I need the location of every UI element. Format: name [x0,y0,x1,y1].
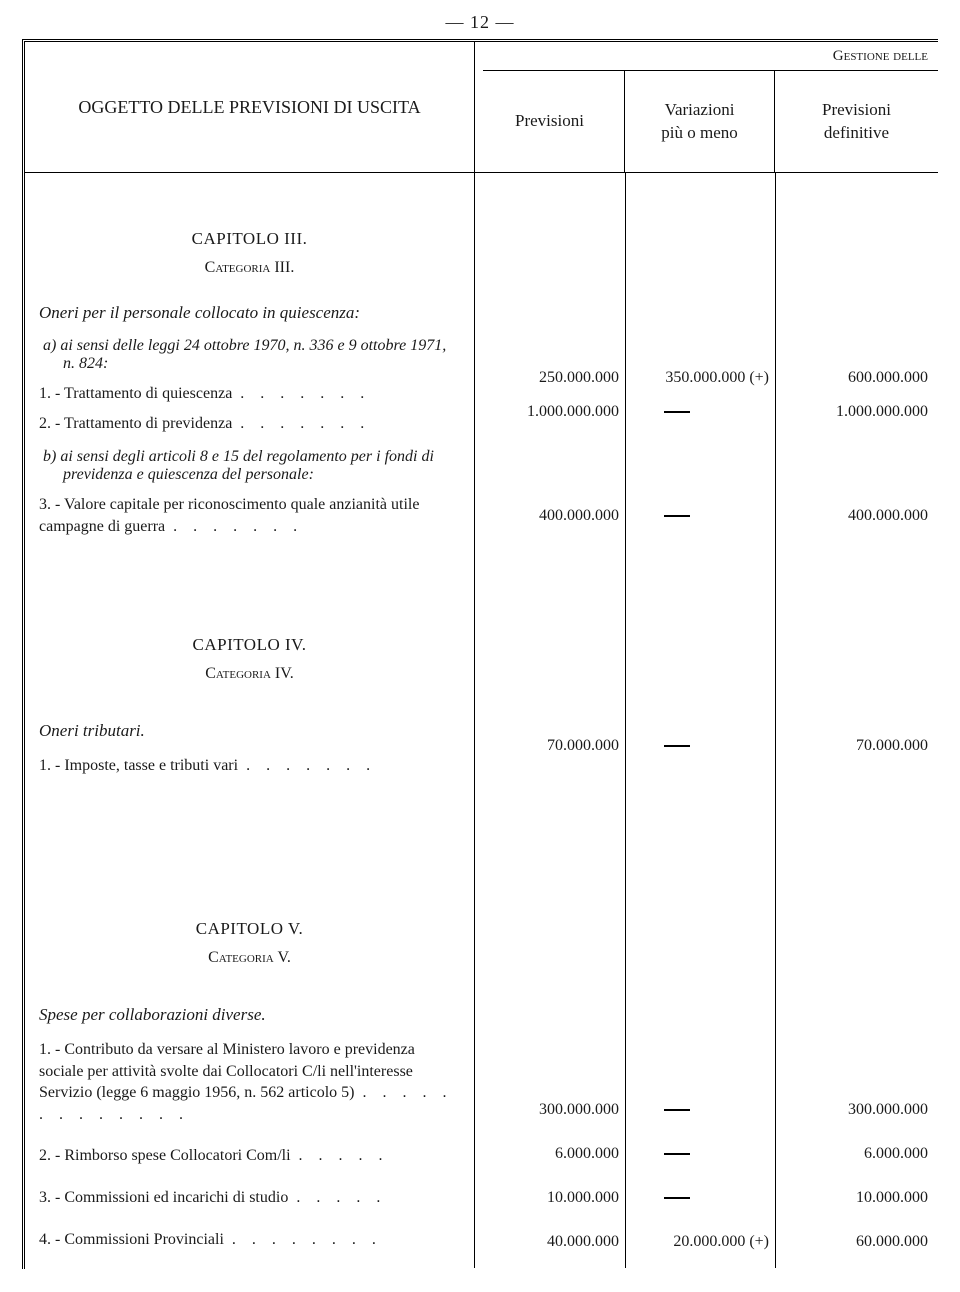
col-header-previsioni: Previsioni [475,71,625,172]
c5i3-c1: 10.000.000 [475,1189,625,1207]
dash-icon [664,411,690,413]
c5i2-c2 [625,1145,775,1163]
c5i2-c3: 6.000.000 [775,1145,938,1163]
dash-icon [664,515,690,517]
categoria-4-title: Categoria IV. [39,665,460,683]
c5i4-c1: 40.000.000 [475,1233,625,1251]
c5i1-c3: 300.000.000 [775,1101,938,1119]
cap3-item2-label: 2. - Trattamento di previdenza [39,415,232,432]
row-c5-i4: 40.000.000 20.000.000 (+) 60.000.000 [475,1233,938,1251]
capitolo-5-title: CAPITOLO V. [39,919,460,939]
cap5-item4: 4. - Commissioni Provinciali . . . . . .… [39,1229,460,1251]
leader-dots: . . . . . [295,1147,389,1164]
c3i1-c2: 350.000.000 (+) [625,369,775,387]
leader-dots: . . . . . . . [236,385,370,402]
c5i3-c3: 10.000.000 [775,1189,938,1207]
row-c3-i3: 400.000.000 400.000.000 [475,507,938,525]
c3i2-c3: 1.000.000.000 [775,403,938,421]
cap3-item3: 3. - Valore capitale per riconoscimento … [39,494,460,537]
c3i3-c3: 400.000.000 [775,507,938,525]
dash-icon [664,1109,690,1111]
cap4-item1-label: 1. - Imposte, tasse e tributi vari [39,757,238,774]
leader-dots: . . . . . . . [169,518,303,535]
row-c3-i2: 1.000.000.000 1.000.000.000 [475,403,938,421]
c5i3-c2 [625,1189,775,1207]
cap3-section-title: Oneri per il personale collocato in quie… [39,303,460,323]
cap3-item1-label: 1. - Trattamento di quiescenza [39,385,232,402]
c4i1-c1: 70.000.000 [475,737,625,755]
leader-dots: . . . . . [292,1189,386,1206]
c3i1-c3: 600.000.000 [775,369,938,387]
dash-icon [664,745,690,747]
categoria-3-title: Categoria III. [39,259,460,277]
row-c3-i1: 250.000.000 350.000.000 (+) 600.000.000 [475,369,938,387]
categoria-5-title: Categoria V. [39,949,460,967]
c5i4-c2: 20.000.000 (+) [625,1233,775,1251]
cap4-item1: 1. - Imposte, tasse e tributi vari . . .… [39,755,460,777]
cap3-sub-b: b) ai sensi degli articoli 8 e 15 del re… [39,448,460,484]
capitolo-4-title: CAPITOLO IV. [39,635,460,655]
cap5-item4-label: 4. - Commissioni Provinciali [39,1231,224,1248]
c3i3-c1: 400.000.000 [475,507,625,525]
cap5-item2: 2. - Rimborso spese Collocatori Com/li .… [39,1145,460,1167]
leader-dots: . . . . . . . [242,757,376,774]
c5i1-c2 [625,1101,775,1119]
leader-dots: . . . . . . . [236,415,370,432]
table-header: OGGETTO DELLE PREVISIONI DI USCITA Gesti… [25,42,938,172]
table-body: CAPITOLO III. Categoria III. Oneri per i… [25,173,938,1268]
row-c4-i1: 70.000.000 70.000.000 [475,737,938,755]
c4i1-c2 [625,737,775,755]
page-number: — 12 — [0,0,960,39]
row-c5-i2: 6.000.000 6.000.000 [475,1145,938,1163]
body-left-column: CAPITOLO III. Categoria III. Oneri per i… [25,173,475,1268]
c3i3-c2 [625,507,775,525]
c3i2-c2 [625,403,775,421]
cap4-section-title: Oneri tributari. [39,721,460,741]
c5i1-c1: 300.000.000 [475,1101,625,1119]
header-right: Gestione delle Previsioni Variazionipiù … [475,42,938,172]
cap5-item3-label: 3. - Commissioni ed incarichi di studio [39,1189,288,1206]
c4i1-c3: 70.000.000 [775,737,938,755]
col-header-definitive: Previsionidefinitive [775,71,938,172]
row-c5-i1: 300.000.000 300.000.000 [475,1101,938,1119]
cap5-section-title: Spese per collaborazioni diverse. [39,1005,460,1025]
sub-headers: Previsioni Variazionipiù o meno Previsio… [475,71,938,172]
cap3-item1: 1. - Trattamento di quiescenza . . . . .… [39,383,460,405]
dash-icon [664,1153,690,1155]
body-right-columns: 250.000.000 350.000.000 (+) 600.000.000 … [475,173,938,1268]
cap5-item1: 1. - Contributo da versare al Ministero … [39,1039,460,1125]
capitolo-3-title: CAPITOLO III. [39,229,460,249]
c5i2-c1: 6.000.000 [475,1145,625,1163]
cap3-item2: 2. - Trattamento di previdenza . . . . .… [39,413,460,435]
leader-dots: . . . . . . . . [228,1231,382,1248]
c3i2-c1: 1.000.000.000 [475,403,625,421]
c5i4-c3: 60.000.000 [775,1233,938,1251]
header-left-title: OGGETTO DELLE PREVISIONI DI USCITA [25,42,475,172]
table-frame: OGGETTO DELLE PREVISIONI DI USCITA Gesti… [22,39,938,1269]
dash-icon [664,1197,690,1199]
gestione-label: Gestione delle [475,42,938,70]
cap5-item3: 3. - Commissioni ed incarichi di studio … [39,1187,460,1209]
c3i1-c1: 250.000.000 [475,369,625,387]
col-header-variazioni: Variazionipiù o meno [625,71,775,172]
cap3-sub-a: a) ai sensi delle leggi 24 ottobre 1970,… [39,337,460,373]
cap5-item2-label: 2. - Rimborso spese Collocatori Com/li [39,1147,291,1164]
row-c5-i3: 10.000.000 10.000.000 [475,1189,938,1207]
